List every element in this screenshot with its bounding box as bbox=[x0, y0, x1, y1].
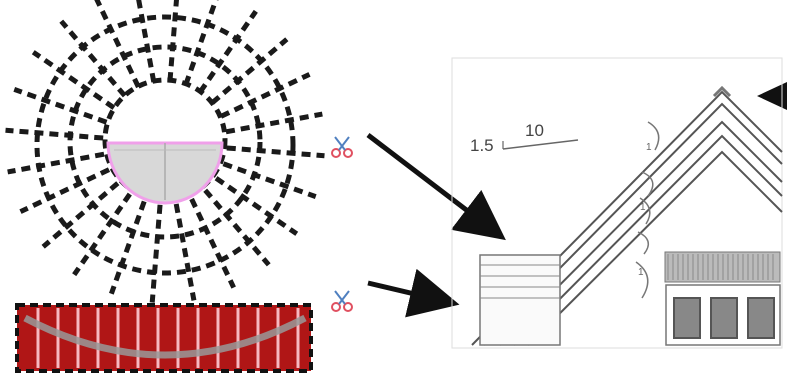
dashed-ray bbox=[173, 203, 197, 301]
svg-text:1: 1 bbox=[646, 142, 652, 153]
dashed-ray bbox=[31, 50, 116, 110]
scissors-icon bbox=[331, 136, 353, 158]
slope-run-label: 10 bbox=[525, 121, 544, 140]
svg-text:1: 1 bbox=[638, 267, 644, 278]
dashed-ray bbox=[5, 127, 104, 141]
dimension-annotations: 1 1 1 bbox=[635, 121, 660, 299]
dashed-ray bbox=[167, 0, 179, 82]
dashed-ray bbox=[198, 9, 258, 94]
dashed-ray bbox=[59, 19, 127, 98]
dashed-ray bbox=[214, 176, 299, 236]
roof-drawing: 1 1 1 1.5 10 bbox=[451, 57, 783, 349]
slope-indicator: 1.5 10 bbox=[470, 121, 579, 155]
roof-peak bbox=[712, 85, 732, 98]
roof-line-4 bbox=[513, 134, 783, 346]
outer-dashed-circle bbox=[34, 14, 296, 276]
dashed-ray bbox=[13, 87, 108, 125]
strip-vertical-lines bbox=[36, 308, 300, 368]
dashed-ray bbox=[225, 111, 323, 135]
window-row bbox=[665, 284, 781, 346]
dashed-ray bbox=[183, 0, 219, 86]
dashed-ray bbox=[41, 181, 120, 249]
dashed-ray bbox=[7, 151, 105, 175]
red-strip bbox=[15, 303, 313, 373]
dashed-ray bbox=[189, 197, 236, 289]
dashed-ray bbox=[219, 72, 311, 119]
dashed-circle-pattern bbox=[5, 0, 325, 303]
dashed-ray bbox=[19, 167, 111, 214]
roof-line-3 bbox=[499, 120, 783, 346]
dashed-ray bbox=[136, 0, 157, 83]
dashed-ray bbox=[94, 0, 141, 89]
arrow-lower bbox=[367, 268, 460, 318]
radiating-dashed-rays bbox=[5, 0, 325, 303]
roof-line-2 bbox=[483, 102, 783, 346]
slope-rise-label: 1.5 bbox=[470, 136, 494, 155]
roof-line-5 bbox=[527, 150, 783, 346]
scissors-icon bbox=[331, 290, 353, 312]
dashed-ray bbox=[210, 37, 289, 105]
semicircle-bowl bbox=[106, 141, 224, 205]
dashed-ray bbox=[203, 188, 271, 267]
arrow-upper bbox=[366, 133, 506, 241]
dormer-roof-stripes bbox=[667, 254, 774, 280]
arrow-right-edge bbox=[757, 82, 787, 110]
dashed-ray bbox=[226, 145, 325, 159]
window-3 bbox=[747, 297, 775, 339]
left-siding bbox=[479, 254, 561, 346]
dashed-ray bbox=[149, 204, 163, 303]
svg-text:1: 1 bbox=[640, 202, 646, 213]
strip-curve bbox=[23, 314, 307, 359]
dashed-ray bbox=[72, 192, 132, 277]
dashed-ray bbox=[109, 200, 147, 295]
window-1 bbox=[673, 297, 701, 339]
middle-dashed-circle bbox=[67, 44, 263, 240]
dashed-ray bbox=[222, 161, 317, 199]
drawing-frame bbox=[451, 57, 783, 349]
window-2 bbox=[710, 297, 738, 339]
